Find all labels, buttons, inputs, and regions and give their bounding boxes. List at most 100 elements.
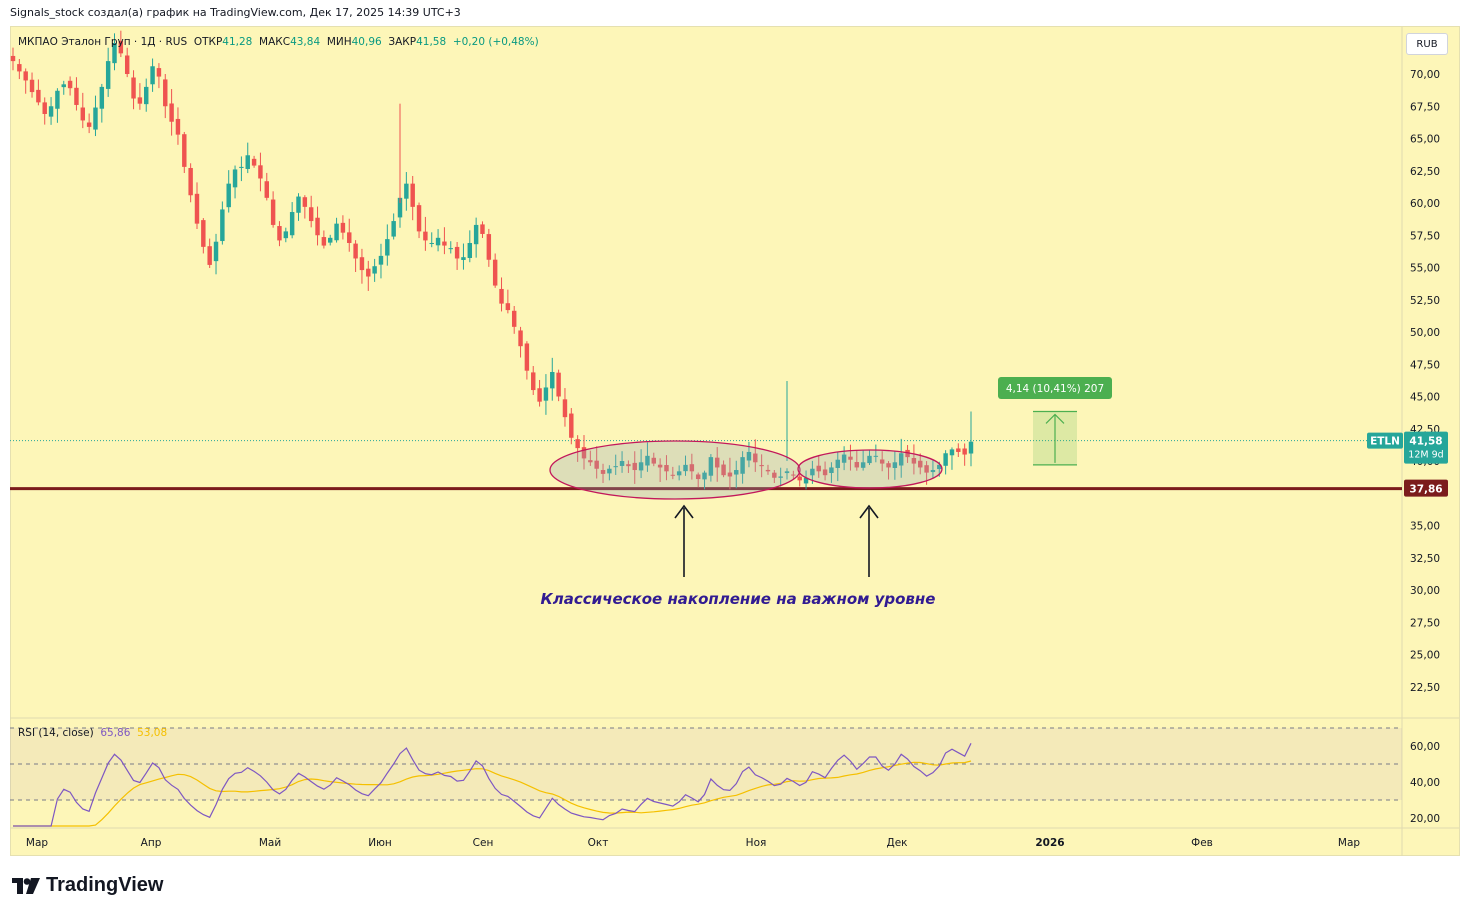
candle-body [207, 246, 212, 265]
open-label: ОТКР [193, 36, 223, 48]
rsi-value: 65,86 [100, 727, 131, 739]
candle-body [797, 476, 802, 481]
candle-body [569, 413, 574, 438]
candle-body [657, 464, 663, 468]
candle-body [721, 464, 726, 476]
candle-body [137, 97, 143, 104]
accumulation-zone-2 [797, 449, 943, 489]
candle-body [194, 193, 200, 224]
candle-body [366, 268, 371, 277]
candle-body [289, 212, 295, 236]
candle-body [461, 257, 466, 260]
rsi-legend[interactable]: RSI (14, close) 65,86 53,08 [18, 727, 167, 739]
high-label: МАКС [259, 36, 291, 48]
candle-body [340, 222, 346, 233]
candle-body [245, 155, 250, 169]
price-tick-label: 22,50 [1410, 682, 1440, 694]
candle-body [17, 64, 22, 72]
ticker-label: ETLN [1370, 436, 1400, 448]
candle-body [626, 464, 631, 467]
symbol-legend[interactable]: МКПАО Эталон Груп · 1Д · RUS ОТКР41,28 М… [18, 36, 539, 48]
low-label: МИН [326, 36, 352, 48]
price-tick-label: 55,00 [1410, 263, 1440, 275]
price-tick-label: 50,00 [1410, 327, 1440, 339]
candle-body [10, 55, 16, 62]
candle-body [753, 453, 758, 463]
candle-body [283, 231, 289, 239]
rsi-title: RSI (14, close) [18, 727, 94, 739]
candle-body [676, 471, 682, 476]
time-tick-label: Мар [26, 837, 48, 849]
open-value: 41,28 [222, 36, 253, 48]
candle-body [537, 388, 542, 402]
candle-body [492, 259, 498, 286]
candle-body [581, 447, 587, 459]
candle-body [80, 107, 86, 121]
candle-body [740, 457, 745, 474]
candle-body [105, 61, 111, 89]
bar-countdown-label: 12M 9d [1408, 450, 1443, 461]
candle-body [347, 232, 352, 243]
candle-body [220, 209, 225, 242]
candle-body [898, 453, 904, 466]
brand-name: TradingView [46, 874, 164, 896]
price-tick-label: 60,00 [1410, 198, 1440, 210]
candle-body [423, 231, 428, 241]
candle-body [378, 255, 384, 265]
candle-body [232, 169, 238, 188]
candle-body [854, 462, 860, 468]
candle-body [48, 106, 54, 117]
time-tick-label: Июн [368, 837, 392, 849]
candle-body [473, 224, 479, 245]
support-level-badge [1404, 479, 1448, 497]
candle-body [239, 166, 244, 168]
candle-body [86, 122, 92, 127]
candle-body [296, 196, 301, 213]
time-tick-label: Окт [588, 837, 609, 849]
candle-body [860, 462, 866, 468]
candle-body [892, 462, 898, 469]
currency-button[interactable]: RUB [1406, 33, 1448, 55]
candle-body [270, 199, 276, 225]
candle-body [505, 303, 511, 311]
candle-body [791, 474, 796, 476]
candle-body [499, 288, 504, 304]
candle-body [518, 330, 523, 347]
time-tick-label: Апр [141, 837, 162, 849]
close-value: 41,58 [416, 36, 447, 48]
candle-body [588, 460, 593, 463]
candle-body [416, 205, 422, 232]
time-tick-label: Фев [1191, 837, 1213, 849]
candle-body [715, 457, 720, 468]
high-value: 43,84 [290, 36, 321, 48]
candle-body [359, 257, 365, 271]
tradingview-logo[interactable]: TradingView [12, 874, 163, 897]
candle-body [822, 469, 828, 476]
candle-body [848, 456, 853, 460]
candle-body [734, 470, 739, 475]
candle-body [841, 454, 847, 463]
candle-body [391, 221, 396, 237]
time-tick-label: 2026 [1035, 837, 1064, 849]
candle-body [727, 472, 733, 477]
candle-body [144, 86, 149, 105]
candle-body [74, 87, 79, 105]
price-tick-label: 32,50 [1410, 553, 1440, 565]
candle-body [163, 79, 168, 107]
candle-body [956, 448, 961, 452]
candle-body [175, 118, 181, 135]
candle-body [277, 226, 282, 241]
candle-body [543, 387, 549, 401]
rsi-line [13, 743, 972, 827]
candle-body [201, 220, 206, 247]
candle-body [93, 107, 98, 130]
candle-body [689, 464, 695, 472]
rsi-tick-label: 60,00 [1410, 741, 1440, 753]
accumulation-zone-1 [549, 440, 801, 500]
candle-body [442, 241, 447, 246]
price-tick-label: 67,50 [1410, 101, 1440, 113]
price-tick-label: 47,50 [1410, 359, 1440, 371]
candle-body [645, 455, 650, 466]
candle-body [454, 246, 460, 259]
